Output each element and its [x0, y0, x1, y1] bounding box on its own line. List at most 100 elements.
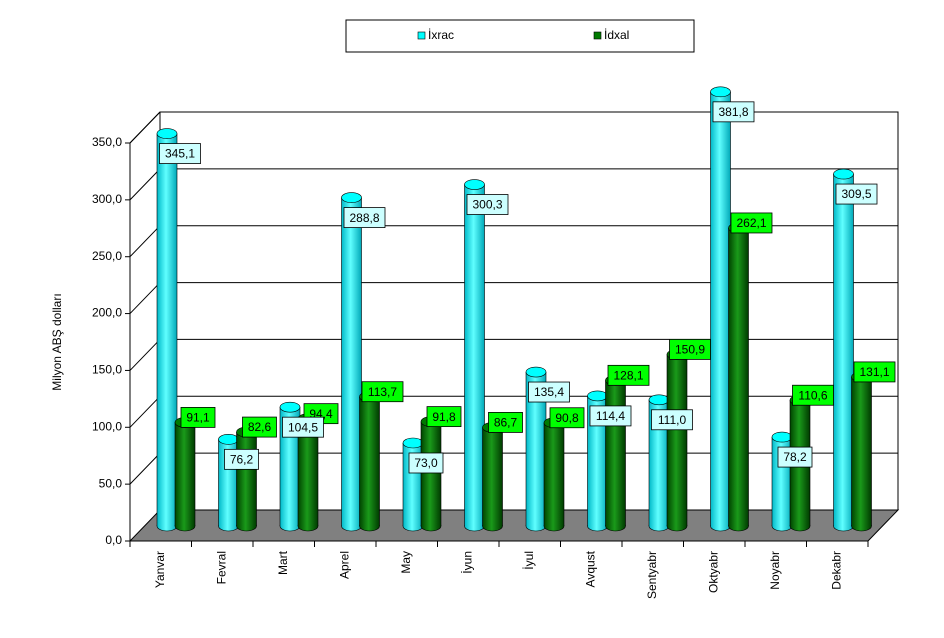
bar — [236, 432, 257, 526]
value-label-box — [549, 407, 585, 429]
y-tick-label: 0,0 — [105, 533, 122, 547]
bar-outline — [666, 354, 688, 526]
x-tick-label: Dekabr — [829, 551, 843, 590]
bar — [359, 396, 380, 526]
bar — [833, 174, 854, 526]
legend-box — [345, 19, 695, 53]
bar-top — [833, 168, 854, 180]
bar-top — [710, 86, 731, 98]
grid-line — [129, 168, 161, 201]
value-label: 309,5 — [841, 187, 871, 201]
value-label-box — [777, 446, 813, 468]
bar-top — [402, 437, 424, 449]
value-label: 131,1 — [859, 365, 889, 379]
bar — [649, 399, 669, 526]
y-tick-label: 100,0 — [92, 419, 122, 433]
grid-line — [129, 111, 161, 144]
bar — [157, 133, 177, 526]
y-axis-label: Milyon ABŞ dolları — [50, 293, 64, 390]
x-tick-label: Fevral — [214, 551, 228, 584]
value-label-box — [343, 207, 386, 228]
value-label: 135,4 — [534, 385, 564, 399]
bar — [544, 422, 564, 526]
bar-outline — [236, 432, 257, 526]
grid-line — [129, 395, 161, 428]
bar-outline — [728, 227, 749, 526]
grid-line — [129, 339, 161, 371]
bar-top — [525, 366, 547, 378]
grid-line — [129, 452, 161, 485]
value-label: 91,1 — [186, 411, 210, 425]
bar — [587, 395, 608, 526]
value-label-box — [835, 183, 878, 205]
value-label-box — [408, 452, 444, 474]
y-tick-label: 50,0 — [99, 476, 123, 490]
x-tick-label: Avqust — [583, 550, 597, 587]
bar-outline — [543, 422, 565, 526]
x-tick-label: Sentyabr — [645, 551, 659, 599]
value-label: 82,6 — [248, 420, 272, 434]
value-label: 262,1 — [736, 216, 766, 230]
value-label-box — [528, 381, 570, 403]
bar-top — [156, 128, 178, 139]
bar — [298, 418, 318, 526]
value-label-box — [159, 143, 201, 164]
legend-label: İdxal — [604, 28, 629, 42]
value-label: 76,2 — [230, 453, 254, 467]
bar — [605, 380, 626, 526]
x-tick-label: İyun — [460, 551, 474, 574]
bar — [482, 427, 503, 526]
value-label-box — [180, 407, 216, 428]
value-label: 345,1 — [165, 147, 195, 161]
legend-marker — [593, 31, 602, 40]
value-label-box — [361, 381, 404, 403]
bar — [341, 197, 362, 526]
bar-top — [771, 431, 793, 443]
value-label-box — [282, 416, 324, 438]
value-label: 114,4 — [596, 409, 625, 423]
value-label: 86,7 — [494, 416, 518, 430]
value-label-box — [669, 339, 711, 360]
y-tick-label: 200,0 — [92, 306, 122, 320]
x-tick-label: May — [399, 551, 413, 574]
bar-top — [648, 394, 670, 406]
x-tick-label: Noyabr — [768, 551, 782, 590]
bar-top — [279, 401, 301, 413]
bar-outline — [605, 380, 626, 526]
bar-top — [218, 434, 239, 445]
legend-label: İxrac — [428, 28, 454, 42]
value-label: 104,5 — [288, 420, 318, 434]
bar — [421, 421, 441, 526]
bar — [728, 227, 749, 526]
legend-marker — [417, 31, 426, 40]
value-label-box — [607, 364, 650, 386]
value-label-box — [651, 409, 693, 431]
value-label: 288,8 — [349, 211, 379, 225]
value-label: 90,8 — [555, 411, 579, 425]
value-label: 150,9 — [675, 343, 705, 357]
y-tick-label: 150,0 — [92, 363, 122, 377]
bar-top — [341, 192, 362, 203]
bar-top — [464, 179, 485, 190]
grid-line — [129, 282, 161, 314]
value-label: 110,6 — [798, 388, 827, 402]
x-tick-label: Yanvar — [153, 551, 167, 588]
bar — [464, 184, 485, 527]
x-tick-label: Oktyabr — [706, 551, 720, 593]
bar-outline — [174, 422, 196, 526]
value-label-box — [488, 412, 523, 433]
value-label-box — [730, 212, 773, 234]
bar — [851, 376, 872, 526]
bar-top — [587, 390, 608, 402]
value-label-box — [792, 384, 834, 406]
value-label: 111,0 — [658, 413, 687, 427]
bar — [175, 422, 195, 526]
value-label: 73,0 — [414, 456, 438, 470]
y-tick-label: 350,0 — [92, 135, 122, 149]
value-label: 91,8 — [432, 410, 456, 424]
bar — [526, 372, 546, 526]
value-label: 300,3 — [472, 198, 502, 212]
value-label: 78,2 — [783, 450, 807, 464]
value-label: 128,1 — [613, 369, 643, 383]
